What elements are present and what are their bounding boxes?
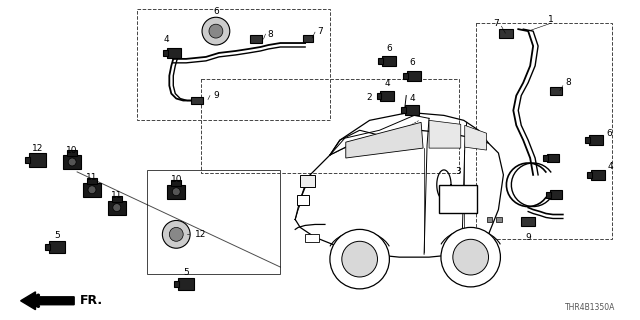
Bar bbox=[521, 217, 535, 226]
Bar bbox=[179, 278, 194, 290]
Bar bbox=[45, 244, 51, 250]
Bar bbox=[63, 155, 81, 169]
Bar bbox=[108, 201, 125, 214]
Bar bbox=[67, 150, 77, 156]
Text: 6: 6 bbox=[410, 58, 415, 67]
Bar bbox=[439, 185, 477, 212]
Bar bbox=[378, 58, 383, 64]
Text: 9: 9 bbox=[525, 233, 531, 242]
Bar bbox=[383, 56, 396, 66]
Bar bbox=[591, 170, 605, 180]
Bar bbox=[550, 190, 562, 199]
Bar bbox=[24, 157, 29, 163]
Text: 7: 7 bbox=[493, 19, 499, 28]
Circle shape bbox=[170, 228, 183, 241]
Bar bbox=[589, 135, 602, 145]
Circle shape bbox=[88, 186, 96, 194]
Bar bbox=[191, 97, 203, 105]
Text: 10: 10 bbox=[170, 175, 182, 184]
Circle shape bbox=[441, 228, 500, 287]
Bar bbox=[136, 9, 330, 120]
Bar bbox=[401, 108, 406, 113]
Bar bbox=[587, 172, 591, 178]
Polygon shape bbox=[429, 120, 461, 148]
Bar bbox=[486, 218, 493, 222]
Bar bbox=[550, 87, 562, 95]
Circle shape bbox=[202, 17, 230, 45]
Bar bbox=[300, 175, 315, 187]
Bar bbox=[476, 23, 612, 239]
Text: 9: 9 bbox=[213, 91, 219, 100]
Bar bbox=[499, 29, 513, 37]
Text: 4: 4 bbox=[410, 94, 415, 103]
Bar bbox=[547, 154, 559, 163]
Text: 8: 8 bbox=[565, 78, 571, 87]
Bar bbox=[405, 106, 419, 116]
Text: 2: 2 bbox=[367, 93, 372, 102]
Text: 4: 4 bbox=[607, 163, 613, 172]
Text: 7: 7 bbox=[317, 27, 323, 36]
Bar bbox=[303, 35, 313, 42]
Bar bbox=[407, 71, 421, 81]
Text: 10: 10 bbox=[67, 146, 78, 155]
Bar bbox=[403, 73, 408, 79]
Circle shape bbox=[113, 204, 121, 212]
Text: 1: 1 bbox=[548, 15, 554, 24]
Text: 12: 12 bbox=[32, 144, 43, 153]
Bar bbox=[167, 48, 181, 58]
Bar bbox=[497, 218, 502, 222]
Bar bbox=[543, 155, 548, 161]
Circle shape bbox=[330, 229, 389, 289]
Bar bbox=[376, 92, 381, 99]
Text: 5: 5 bbox=[54, 231, 60, 240]
Text: 4: 4 bbox=[164, 35, 169, 44]
Bar bbox=[112, 196, 122, 202]
Bar bbox=[167, 185, 185, 199]
Text: 6: 6 bbox=[387, 44, 392, 53]
Circle shape bbox=[453, 239, 488, 275]
Circle shape bbox=[68, 158, 76, 166]
Text: 6: 6 bbox=[213, 7, 219, 16]
Circle shape bbox=[163, 220, 190, 248]
Bar bbox=[83, 183, 101, 197]
Bar bbox=[29, 153, 46, 167]
Text: 8: 8 bbox=[268, 30, 273, 39]
Circle shape bbox=[172, 188, 180, 196]
Text: 5: 5 bbox=[183, 268, 189, 276]
Bar bbox=[546, 192, 551, 198]
Circle shape bbox=[209, 24, 223, 38]
Text: FR.: FR. bbox=[80, 294, 103, 307]
Text: 11: 11 bbox=[111, 191, 122, 200]
Text: THR4B1350A: THR4B1350A bbox=[565, 303, 616, 312]
Bar bbox=[49, 241, 65, 253]
Text: 4: 4 bbox=[385, 79, 390, 88]
Polygon shape bbox=[465, 125, 486, 150]
Circle shape bbox=[342, 241, 378, 277]
Bar bbox=[201, 79, 459, 173]
Text: 3: 3 bbox=[455, 167, 461, 176]
Bar bbox=[380, 91, 394, 100]
Bar bbox=[172, 180, 181, 186]
FancyArrow shape bbox=[20, 292, 74, 310]
Bar bbox=[147, 170, 280, 274]
Bar bbox=[305, 234, 319, 242]
Polygon shape bbox=[346, 122, 423, 158]
Bar bbox=[585, 137, 589, 143]
Text: 6: 6 bbox=[607, 129, 612, 138]
Text: 11: 11 bbox=[86, 173, 98, 182]
Text: 12: 12 bbox=[195, 230, 207, 239]
Bar bbox=[163, 50, 168, 56]
Bar bbox=[87, 178, 97, 184]
Bar bbox=[250, 35, 262, 43]
Bar bbox=[174, 281, 179, 287]
Bar bbox=[297, 195, 309, 204]
